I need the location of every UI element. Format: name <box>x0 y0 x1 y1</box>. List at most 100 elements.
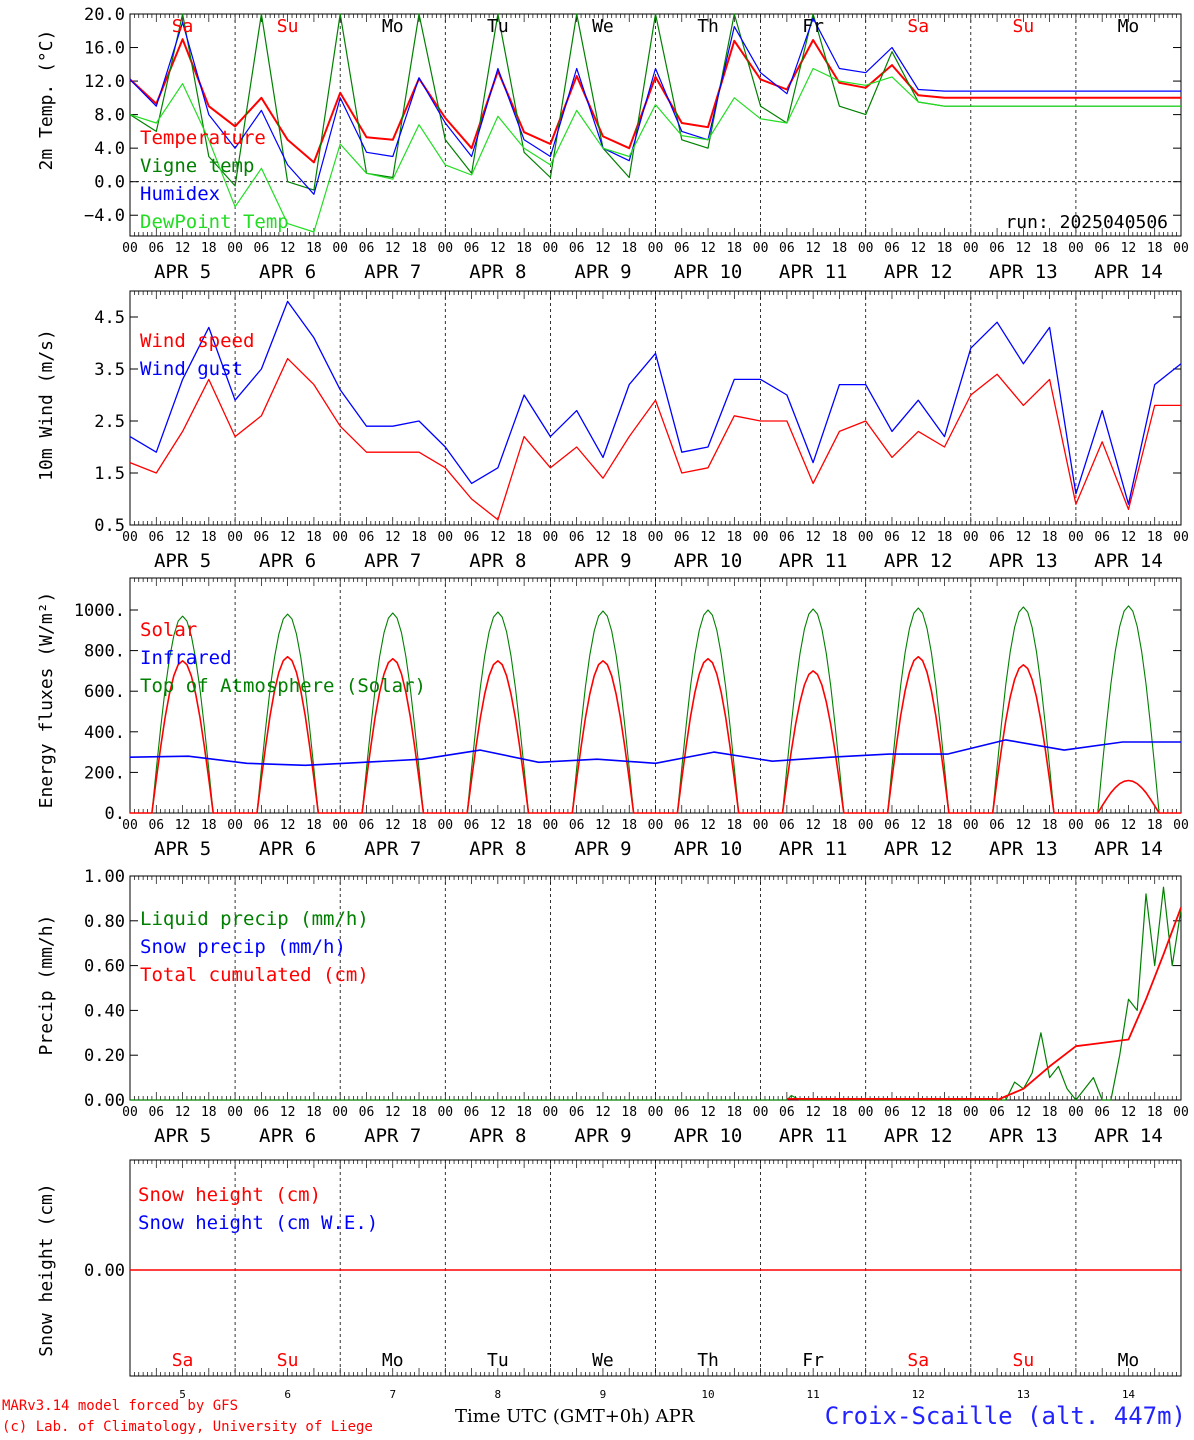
hour-label: 00 <box>332 530 348 545</box>
hour-label: 00 <box>543 241 559 256</box>
hour-label: 12 <box>175 1105 191 1120</box>
hour-label: 12 <box>1121 530 1137 545</box>
y-tick-label: 800. <box>84 642 125 662</box>
hour-label: 00 <box>227 530 243 545</box>
hour-label: 18 <box>1147 1105 1163 1120</box>
hour-label: 00 <box>437 818 453 833</box>
day-label: APR 8 <box>469 838 526 860</box>
hour-label: 00 <box>1173 241 1189 256</box>
hour-label: 06 <box>779 530 795 545</box>
x-axis-title: Time UTC (GMT+0h) APR <box>455 1406 695 1427</box>
hour-label: 18 <box>832 1105 848 1120</box>
weekday-label: Su <box>277 16 299 37</box>
hour-label: 18 <box>937 241 953 256</box>
hour-label: 18 <box>621 818 637 833</box>
weekday-label: Tu <box>487 16 509 37</box>
model-credit: MARv3.14 model forced by GFS <box>2 1398 239 1414</box>
hour-label: 12 <box>385 1105 401 1120</box>
day-number: 12 <box>912 1388 925 1401</box>
hour-label: 00 <box>753 818 769 833</box>
day-label: APR 7 <box>364 838 421 860</box>
series-line-wind-speed <box>129 357 1181 521</box>
y-tick-label: 1.00 <box>84 867 125 887</box>
hour-label: 00 <box>543 1105 559 1120</box>
hour-label: 18 <box>516 530 532 545</box>
hour-label: 18 <box>306 1105 322 1120</box>
hour-label: 00 <box>753 241 769 256</box>
day-label: APR 10 <box>674 261 743 283</box>
hour-label: 18 <box>306 530 322 545</box>
hour-label: 00 <box>648 818 664 833</box>
hour-label: 12 <box>700 818 716 833</box>
weekday-label: Sa <box>907 1350 929 1371</box>
hour-label: 06 <box>569 530 585 545</box>
hour-label: 12 <box>280 1105 296 1120</box>
hour-label: 12 <box>385 241 401 256</box>
hour-label: 06 <box>1094 1105 1110 1120</box>
y-tick-label: 1.5 <box>94 464 125 484</box>
day-label: APR 5 <box>154 261 211 283</box>
day-label: APR 8 <box>469 1125 526 1147</box>
weekday-label: Sa <box>907 16 929 37</box>
hour-label: 18 <box>1042 530 1058 545</box>
weekday-label: Tu <box>487 1350 509 1371</box>
hour-label: 18 <box>726 1105 742 1120</box>
hour-label: 00 <box>122 241 138 256</box>
legend-entry: Liquid precip (mm/h) <box>140 908 369 930</box>
hour-label: 06 <box>464 818 480 833</box>
day-number: 13 <box>1017 1388 1030 1401</box>
hour-label: 00 <box>227 818 243 833</box>
hour-label: 18 <box>306 818 322 833</box>
legend-entry: Snow height (cm) <box>138 1184 321 1206</box>
hour-label: 12 <box>595 1105 611 1120</box>
day-label: APR 5 <box>154 1125 211 1147</box>
hour-label: 18 <box>411 241 427 256</box>
day-label: APR 7 <box>364 261 421 283</box>
y-tick-label: 2.5 <box>94 412 125 432</box>
hour-label: 06 <box>884 1105 900 1120</box>
hour-label: 06 <box>359 530 375 545</box>
hour-label: 06 <box>464 241 480 256</box>
weekday-label: Mo <box>1118 16 1140 37</box>
weekday-label: Sa <box>172 16 194 37</box>
hour-label: 06 <box>359 241 375 256</box>
day-label: APR 11 <box>779 550 848 572</box>
hour-label: 12 <box>1121 818 1137 833</box>
y-tick-label: 200. <box>84 763 125 783</box>
hour-label: 06 <box>779 818 795 833</box>
hour-label: 06 <box>884 530 900 545</box>
hour-label: 00 <box>437 241 453 256</box>
legend-entry: DewPoint Temp <box>140 211 289 233</box>
hour-label: 18 <box>306 241 322 256</box>
hour-label: 12 <box>595 818 611 833</box>
hour-label: 00 <box>858 1105 874 1120</box>
hour-label: 18 <box>201 1105 217 1120</box>
series-line-liquid-precip <box>130 886 1182 1101</box>
hour-label: 06 <box>254 1105 270 1120</box>
hour-label: 06 <box>464 1105 480 1120</box>
day-label: APR 14 <box>1094 1125 1163 1147</box>
hour-label: 06 <box>464 530 480 545</box>
hour-label: 06 <box>674 1105 690 1120</box>
hour-label: 00 <box>963 530 979 545</box>
hour-label: 06 <box>569 818 585 833</box>
weekday-label: Su <box>1013 1350 1035 1371</box>
day-label: APR 7 <box>364 550 421 572</box>
day-label: APR 7 <box>364 1125 421 1147</box>
weekday-label: Sa <box>172 1350 194 1371</box>
hour-label: 18 <box>1042 818 1058 833</box>
day-label: APR 14 <box>1094 838 1163 860</box>
hour-label: 06 <box>148 241 164 256</box>
series-line-humidex <box>129 17 1181 195</box>
legend-entry: Solar <box>140 619 197 641</box>
hour-label: 18 <box>411 818 427 833</box>
legend-entry: Humidex <box>140 183 220 205</box>
hour-label: 06 <box>884 241 900 256</box>
hour-label: 18 <box>1147 241 1163 256</box>
series-line-total-cumulated <box>996 907 1182 1101</box>
hour-label: 00 <box>1068 818 1084 833</box>
hour-label: 06 <box>989 818 1005 833</box>
y-tick-label: 0.80 <box>84 912 125 932</box>
hour-label: 00 <box>1068 241 1084 256</box>
y-tick-label: 0.00 <box>84 1261 125 1281</box>
